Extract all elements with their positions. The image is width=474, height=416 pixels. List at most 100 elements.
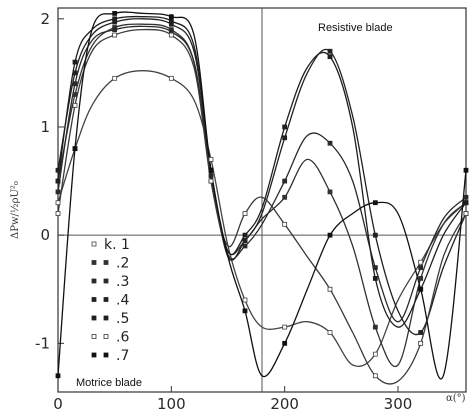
y-tick-label: 0 [40, 226, 50, 244]
legend-marker-a [91, 334, 97, 339]
plot-frame [57, 7, 467, 393]
data-point-s5 [282, 124, 288, 130]
data-point-s6 [168, 32, 174, 38]
data-point-s3 [282, 178, 288, 184]
data-point-s3 [327, 140, 333, 146]
data-point-s7 [418, 286, 424, 292]
data-point-s7 [327, 232, 333, 238]
legend-marker-b [103, 334, 109, 339]
data-point-s2 [327, 189, 333, 195]
legend-marker-b [103, 297, 109, 302]
data-point-s3 [112, 27, 118, 33]
data-point-s7 [72, 146, 78, 152]
y-tick-label: -1 [35, 334, 50, 352]
data-point-s4 [372, 232, 378, 238]
legend: k. 1 .2 .3 .4 .5 .6 .7 [91, 237, 130, 364]
data-point-s6 [242, 211, 248, 216]
data-point-s1 [372, 351, 378, 357]
data-point-s2 [282, 194, 288, 200]
y-axis-label: ΔPw/½ρU²₀ [10, 181, 21, 239]
data-point-s1 [208, 157, 214, 162]
legend-label: .2 [116, 256, 129, 272]
data-point-s7 [208, 167, 214, 173]
legend-label: .5 [116, 311, 129, 327]
data-point-s6 [418, 340, 424, 346]
series-line-1 [57, 70, 467, 367]
legend-label: .6 [116, 330, 129, 346]
data-point-s4 [242, 238, 248, 243]
data-point-s5 [112, 16, 118, 22]
data-point-s6 [55, 211, 61, 216]
data-point-s3 [418, 265, 424, 271]
data-point-s2 [418, 276, 424, 281]
data-point-s7 [55, 373, 61, 379]
axis-ticks: 0 100 200 300 2 1 0 -1 [35, 10, 412, 413]
data-point-s5 [463, 200, 469, 206]
data-point-s4 [55, 167, 61, 173]
y-tick-label: 1 [40, 118, 50, 136]
legend-marker-a [91, 260, 97, 265]
x-tick-label: 200 [270, 395, 299, 413]
data-point-s7 [242, 308, 248, 314]
data-point-s6 [463, 211, 469, 216]
data-point-s3 [242, 243, 248, 249]
data-point-s1 [418, 259, 424, 265]
legend-marker-a [91, 297, 97, 302]
annotation-motrice-blade: Motrice blade [76, 377, 142, 389]
legend-marker-a [91, 278, 97, 284]
data-point-s5 [55, 178, 61, 184]
data-point-s1 [112, 75, 118, 81]
data-point-s2 [72, 92, 78, 97]
data-point-s6 [327, 286, 333, 292]
data-point-s7 [112, 11, 118, 16]
legend-label: .4 [116, 293, 129, 309]
data-point-s1 [282, 324, 288, 330]
data-point-s5 [372, 276, 378, 281]
data-point-s3 [72, 81, 78, 87]
data-point-s7 [463, 167, 469, 173]
data-point-s1 [242, 297, 248, 303]
data-point-s6 [112, 32, 118, 38]
legend-marker-b [103, 315, 109, 321]
data-point-s7 [168, 14, 174, 20]
x-tick-label: 0 [53, 395, 63, 413]
data-point-s1 [55, 200, 61, 206]
data-point-s6 [72, 102, 78, 108]
data-point-s4 [327, 48, 333, 54]
data-point-s5 [327, 54, 333, 60]
data-point-s1 [168, 75, 174, 81]
y-tick-label: 2 [40, 10, 50, 28]
data-point-s1 [327, 330, 333, 335]
data-point-s5 [72, 59, 78, 65]
data-point-s4 [72, 70, 78, 76]
data-point-s3 [208, 173, 214, 179]
series-line-4 [57, 18, 467, 336]
legend-marker-b [103, 352, 109, 358]
legend-marker-b [103, 260, 109, 265]
data-point-s7 [282, 340, 288, 346]
data-point-s4 [418, 330, 424, 335]
data-point-s3 [463, 194, 469, 200]
legend-label: .7 [116, 348, 129, 364]
legend-label: k. 1 [104, 237, 130, 253]
legend-label: .3 [116, 274, 129, 290]
legend-marker-a [91, 352, 97, 358]
x-axis-label: α(°) [446, 393, 466, 404]
x-tick-label: 100 [157, 395, 186, 413]
data-point-s6 [208, 178, 214, 184]
data-point-s4 [282, 135, 288, 141]
data-point-s6 [372, 373, 378, 379]
data-point-s3 [55, 189, 61, 195]
data-point-s5 [168, 18, 174, 24]
legend-marker-a [91, 241, 97, 247]
data-point-s6 [282, 221, 288, 227]
data-point-s2 [372, 324, 378, 330]
legend-marker-a [91, 315, 97, 321]
x-tick-label: 300 [384, 395, 413, 413]
series-line-7 [57, 11, 467, 380]
markers-layer [55, 11, 469, 379]
data-point-s3 [372, 265, 378, 271]
data-point-s5 [242, 232, 248, 238]
legend-marker-b [103, 278, 109, 284]
